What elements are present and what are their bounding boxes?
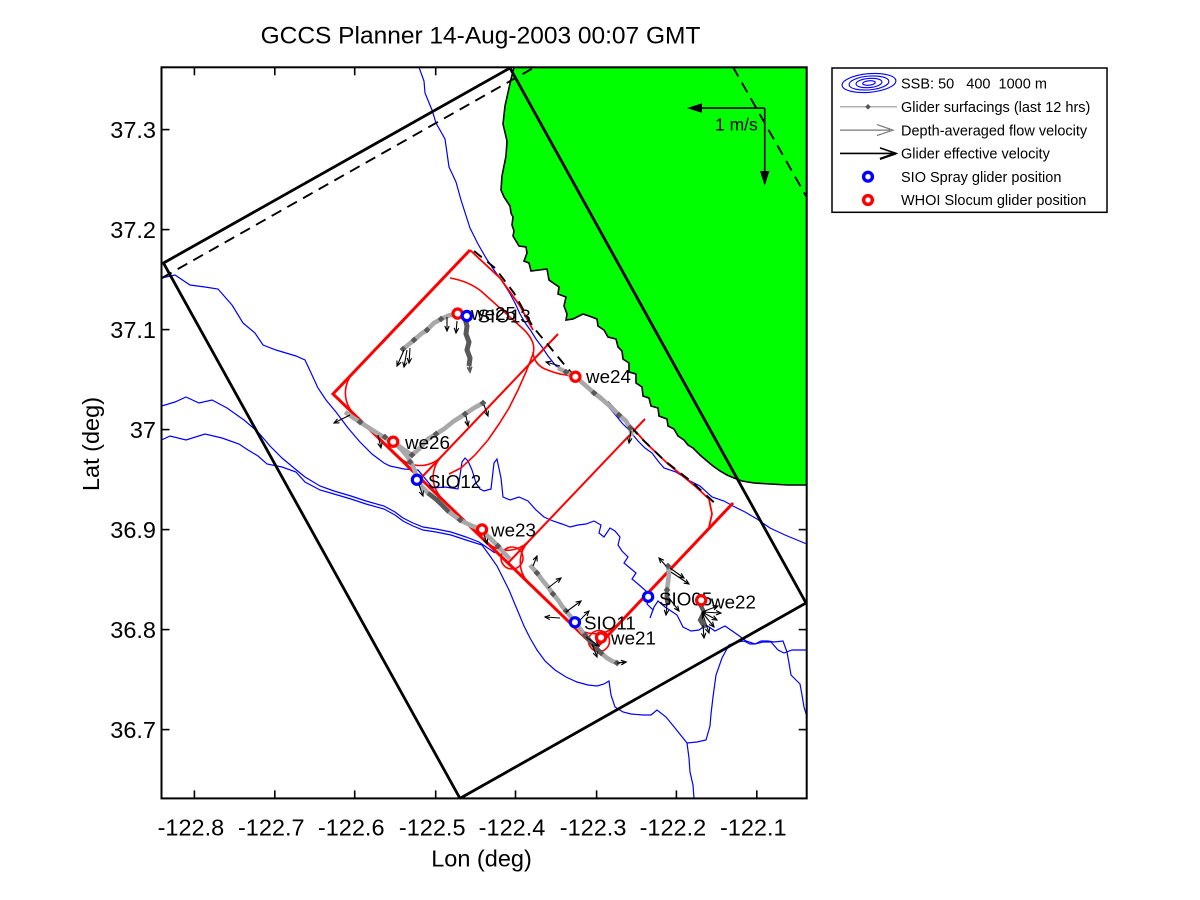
svg-text:we22: we22 (710, 592, 756, 613)
svg-text:we26: we26 (404, 432, 450, 453)
svg-text:-122.8: -122.8 (158, 815, 225, 841)
svg-text:-122.2: -122.2 (640, 815, 707, 841)
svg-text:SIO13: SIO13 (478, 306, 531, 327)
svg-text:37: 37 (130, 417, 156, 443)
svg-text:-122.4: -122.4 (479, 815, 546, 841)
svg-text:-122.3: -122.3 (560, 815, 627, 841)
svg-text:WHOI Slocum glider position: WHOI Slocum glider position (901, 193, 1086, 209)
svg-text:36.9: 36.9 (110, 517, 156, 543)
svg-text:Lon (deg): Lon (deg) (431, 846, 532, 872)
svg-text:SIO12: SIO12 (428, 471, 481, 492)
svg-text:37.2: 37.2 (110, 217, 156, 243)
svg-text:37.1: 37.1 (110, 317, 156, 343)
svg-text:we23: we23 (490, 520, 536, 541)
svg-text:36.7: 36.7 (110, 717, 156, 743)
svg-text:-122.5: -122.5 (399, 815, 466, 841)
svg-text:Lat (deg): Lat (deg) (78, 397, 104, 491)
svg-text:Glider surfacings (last 12 hrs: Glider surfacings (last 12 hrs) (901, 100, 1090, 116)
svg-text:-122.1: -122.1 (720, 815, 787, 841)
svg-text:we21: we21 (610, 628, 656, 649)
svg-text:GCCS Planner 14-Aug-2003 00:07: GCCS Planner 14-Aug-2003 00:07 GMT (261, 23, 701, 50)
svg-text:-122.7: -122.7 (238, 815, 305, 841)
svg-text:36.8: 36.8 (110, 617, 156, 643)
svg-text:-122.6: -122.6 (318, 815, 385, 841)
svg-text:we24: we24 (585, 366, 631, 387)
svg-text:we25: we25 (470, 303, 516, 324)
svg-text:1 m/s: 1 m/s (715, 115, 758, 135)
svg-text:SIO11: SIO11 (584, 613, 636, 634)
svg-text:SSB: 50 400 1000 m: SSB: 50 400 1000 m (901, 77, 1047, 93)
svg-text:37.3: 37.3 (110, 117, 156, 143)
svg-text:Depth-averaged flow velocity: Depth-averaged flow velocity (901, 123, 1088, 139)
svg-text:SIO Spray glider position: SIO Spray glider position (901, 170, 1061, 186)
svg-text:Glider effective velocity: Glider effective velocity (901, 147, 1051, 163)
